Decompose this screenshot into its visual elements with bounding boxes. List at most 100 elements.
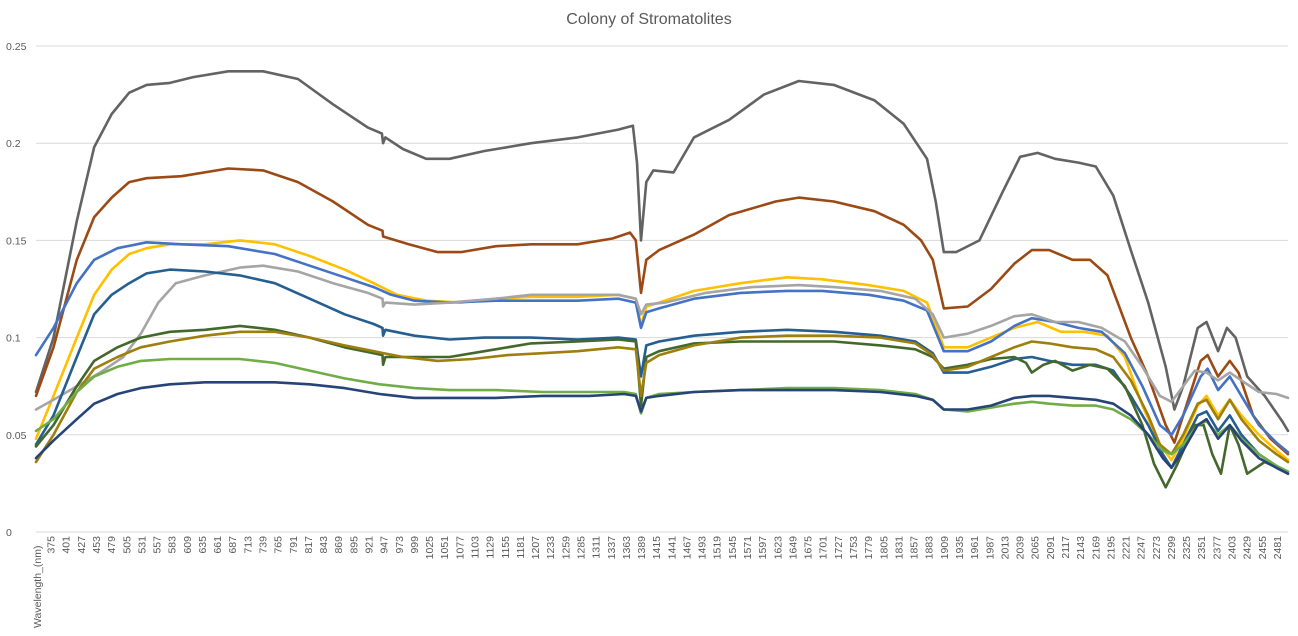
- x-tick-label: 1753: [848, 536, 860, 560]
- x-tick-label: 375: [46, 536, 58, 554]
- x-tick-label: 713: [242, 536, 254, 554]
- x-tick-label: 557: [152, 536, 164, 554]
- y-tick-label: 0.25: [6, 41, 27, 53]
- x-tick-label: 1467: [681, 536, 693, 560]
- x-tick-label: 1389: [636, 536, 648, 560]
- x-axis-ticks: 375 401 427 453 479 505 531 557 583 609 635 661 687 7…: [46, 536, 1284, 560]
- x-tick-label: 2065: [1030, 536, 1042, 560]
- x-tick-label: 973: [394, 536, 406, 554]
- x-tick-label: 505: [121, 536, 133, 554]
- x-tick-label: 2247: [1136, 536, 1148, 560]
- y-tick-label: 0: [6, 527, 12, 539]
- x-tick-label: 1155: [500, 536, 512, 559]
- series-line-4: [34, 241, 1290, 454]
- x-tick-label: 1805: [878, 536, 890, 560]
- x-tick-label: 1987: [984, 536, 996, 560]
- gridlines: [36, 45, 1288, 436]
- x-tick-label: 2299: [1166, 536, 1178, 560]
- x-tick-label: 635: [197, 536, 209, 554]
- y-tick-label: 0.05: [6, 430, 27, 442]
- x-tick-label: 1649: [787, 536, 799, 560]
- x-tick-label: 1597: [757, 536, 769, 560]
- x-tick-label: 947: [379, 536, 391, 554]
- x-tick-label: 1025: [424, 536, 436, 560]
- x-tick-label: 2455: [1257, 536, 1269, 560]
- x-tick-label: 1727: [833, 536, 845, 560]
- x-tick-label: 1181: [515, 536, 527, 559]
- chart-title: Colony of Stromatolites: [566, 11, 731, 28]
- x-tick-label: 921: [364, 536, 376, 554]
- y-tick-label: 0.15: [6, 235, 27, 247]
- series-line-9: [34, 357, 1290, 473]
- x-tick-label: 1051: [439, 536, 451, 560]
- x-tick-label: 791: [288, 536, 300, 554]
- x-tick-label: 2143: [1075, 536, 1087, 560]
- x-tick-label: 765: [273, 536, 285, 554]
- x-tick-label: 1623: [772, 536, 784, 560]
- x-axis-label: Wavelength_(nm): [32, 546, 44, 628]
- y-tick-label: 0.2: [6, 138, 21, 150]
- x-tick-label: 2013: [999, 536, 1011, 560]
- series-line-10: [34, 381, 1290, 475]
- x-tick-label: 2117: [1060, 536, 1072, 559]
- x-tick-label: 869: [333, 536, 345, 554]
- series-line-6: [34, 268, 1290, 473]
- x-tick-label: 1493: [697, 536, 709, 560]
- x-tick-label: 427: [76, 536, 88, 554]
- x-tick-label: 817: [303, 536, 315, 554]
- x-tick-label: 1519: [712, 536, 724, 560]
- series-line-3: [34, 239, 1290, 462]
- x-tick-label: 1545: [727, 536, 739, 560]
- x-tick-label: 1909: [939, 536, 951, 560]
- x-tick-label: 1363: [621, 536, 633, 560]
- x-tick-label: 739: [258, 536, 270, 554]
- x-tick-label: 1103: [469, 536, 481, 559]
- x-tick-label: 1077: [454, 536, 466, 560]
- x-tick-label: 1311: [591, 536, 603, 559]
- x-tick-label: 687: [227, 536, 239, 554]
- x-tick-label: 1441: [666, 536, 678, 560]
- x-tick-label: 453: [91, 536, 103, 554]
- x-tick-label: 2039: [1015, 536, 1027, 560]
- series-line-2: [34, 167, 1290, 456]
- x-tick-label: 1883: [924, 536, 936, 560]
- x-tick-label: 1831: [893, 536, 905, 560]
- x-tick-label: 1857: [909, 536, 921, 560]
- x-tick-label: 1415: [651, 536, 663, 560]
- x-tick-label: 2429: [1242, 536, 1254, 560]
- series-line-5: [34, 264, 1290, 411]
- series-line-1: [34, 70, 1290, 433]
- x-tick-label: 583: [167, 536, 179, 554]
- x-tick-label: 843: [318, 536, 330, 554]
- x-tick-label: 1779: [863, 536, 875, 560]
- x-tick-label: 2091: [1045, 536, 1057, 560]
- y-tick-label: 0.1: [6, 333, 21, 345]
- x-tick-label: 1675: [803, 536, 815, 560]
- x-tick-label: 2377: [1211, 536, 1223, 560]
- x-tick-label: 2195: [1105, 536, 1117, 560]
- x-tick-label: 895: [348, 536, 360, 554]
- x-tick-label: 401: [61, 536, 73, 554]
- series-lines: [34, 70, 1290, 489]
- x-tick-label: 1259: [560, 536, 572, 560]
- x-tick-label: 1961: [969, 536, 981, 560]
- x-tick-label: 1701: [818, 536, 830, 560]
- x-tick-label: 2273: [1151, 536, 1163, 560]
- x-tick-label: 531: [136, 536, 148, 554]
- x-tick-label: 1129: [485, 536, 497, 559]
- x-tick-label: 479: [106, 536, 118, 554]
- y-axis-ticks: 0 0.05 0.1 0.15 0.2 0.25: [6, 41, 27, 539]
- x-tick-label: 1337: [606, 536, 618, 560]
- x-tick-label: 2403: [1227, 536, 1239, 560]
- x-tick-label: 2169: [1090, 536, 1102, 560]
- x-tick-label: 2481: [1272, 536, 1284, 560]
- x-tick-label: 1285: [575, 536, 587, 560]
- x-tick-label: 1571: [742, 536, 754, 560]
- x-tick-label: 609: [182, 536, 194, 554]
- x-tick-label: 1207: [530, 536, 542, 560]
- x-tick-label: 661: [212, 536, 224, 554]
- x-tick-label: 999: [409, 536, 421, 554]
- series-line-8: [34, 330, 1290, 464]
